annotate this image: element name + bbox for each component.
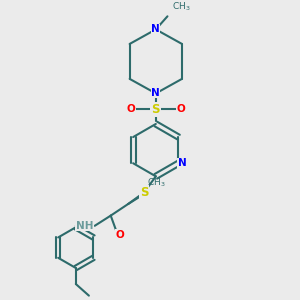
Text: CH$_3$: CH$_3$ xyxy=(172,1,190,13)
Text: O: O xyxy=(115,230,124,239)
Text: S: S xyxy=(140,186,148,199)
Text: N: N xyxy=(152,88,160,98)
Text: O: O xyxy=(176,104,185,114)
Text: N: N xyxy=(152,24,160,34)
Text: NH: NH xyxy=(76,221,93,231)
Text: N: N xyxy=(178,158,186,168)
Text: S: S xyxy=(152,103,160,116)
Text: O: O xyxy=(127,104,136,114)
Text: CH$_3$: CH$_3$ xyxy=(147,177,166,189)
